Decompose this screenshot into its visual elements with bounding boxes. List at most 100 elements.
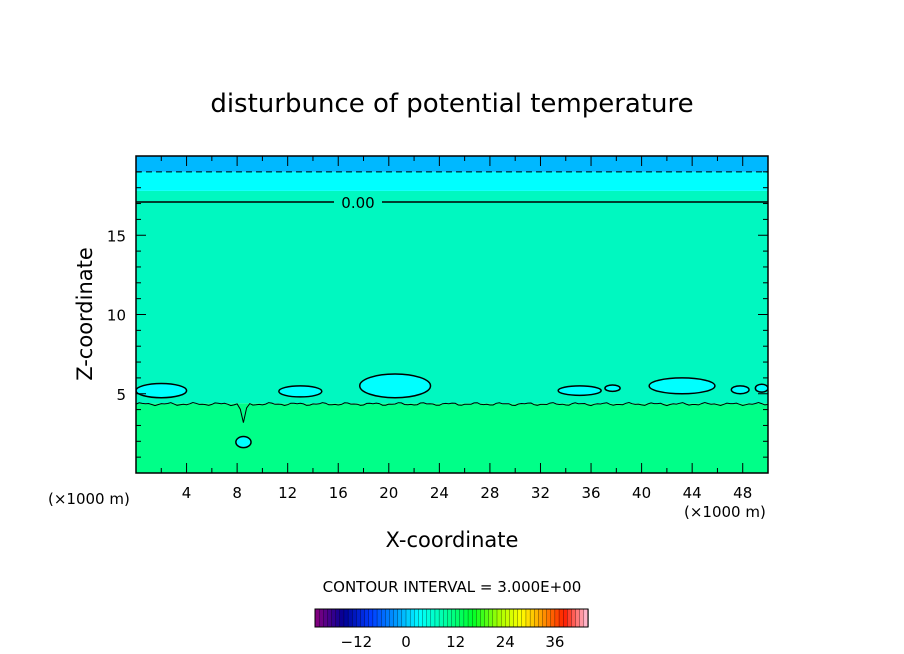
colorbar-cell <box>323 608 329 628</box>
x-tick-label: 8 <box>232 484 242 502</box>
low-level-contour <box>136 401 768 423</box>
y-axis-ticks: 5 10 15 <box>107 171 768 458</box>
colorbar-cell <box>356 608 362 628</box>
colorbar-cell <box>538 608 544 628</box>
colorbar-cell <box>496 608 502 628</box>
colorbar-cell <box>339 608 345 628</box>
closed-contour <box>648 377 716 395</box>
closed-contour <box>754 383 768 393</box>
field-band <box>136 156 768 172</box>
x-axis-label: X-coordinate <box>386 528 519 552</box>
colorbar-cell <box>534 608 540 628</box>
x-tick-label: 48 <box>733 484 752 502</box>
colorbar-cell <box>525 608 531 628</box>
colorbar-cell <box>438 608 444 628</box>
colorbar-tick-label: 12 <box>446 633 465 651</box>
colorbar-cell <box>347 608 353 628</box>
colorbar-cell <box>414 608 420 628</box>
colorbar-cell <box>451 608 457 628</box>
colorbar-cell <box>331 608 337 628</box>
colorbar-cell <box>372 608 378 628</box>
colorbar-tick-label: 36 <box>545 633 564 651</box>
colorbar-cell <box>393 608 399 628</box>
colorbar-cell <box>567 608 573 628</box>
colorbar-cell <box>467 608 473 628</box>
colorbar-cell <box>455 608 461 628</box>
colorbar-cell <box>409 608 415 628</box>
x-tick-label: 24 <box>430 484 449 502</box>
colorbar-cell <box>579 608 585 628</box>
colorbar-tick-label: 0 <box>401 633 411 651</box>
field-band <box>136 171 768 191</box>
colorbar-cell <box>443 608 449 628</box>
colorbar-cell <box>389 608 395 628</box>
x-tick-label: 44 <box>683 484 702 502</box>
colorbar-cell <box>571 608 577 628</box>
contour-interval-text: CONTOUR INTERVAL = 3.000E+00 <box>323 578 582 596</box>
colorbar-cell <box>509 608 515 628</box>
colorbar-cell <box>447 608 453 628</box>
x-axis-ticks: 4 8 12 16 20 24 28 32 36 40 44 48 <box>160 156 752 502</box>
colorbar-cell <box>488 608 494 628</box>
colorbar-tick-label: 24 <box>496 633 515 651</box>
colorbar-cell <box>563 608 568 628</box>
colorbar-cell <box>343 608 349 628</box>
y-axis-label: Z-coordinate <box>73 247 97 381</box>
colorbar-cell <box>397 608 403 628</box>
x-unit-left: (×1000 m) <box>48 490 130 508</box>
colorbar-cell <box>505 608 511 628</box>
colorbar-cell <box>484 608 490 628</box>
colorbar-cell <box>558 608 564 628</box>
colorbar-cell <box>546 608 552 628</box>
colorbar <box>314 608 589 628</box>
colorbar-cell <box>430 608 436 628</box>
closed-contour <box>557 385 602 397</box>
colorbar-cell <box>327 608 333 628</box>
closed-contour <box>235 435 252 449</box>
colorbar-cell <box>335 608 341 628</box>
colorbar-cell <box>376 608 382 628</box>
chart-title: disturbunce of potential temperature <box>210 89 693 119</box>
colorbar-cell <box>550 608 556 628</box>
closed-contour <box>136 382 188 399</box>
colorbar-cell <box>554 608 560 628</box>
y-tick-label: 15 <box>107 227 126 245</box>
colorbar-cell <box>517 608 523 628</box>
closed-contour <box>278 385 323 398</box>
colorbar-cell <box>459 608 465 628</box>
colorbar-cell <box>364 608 370 628</box>
x-tick-label: 4 <box>182 484 192 502</box>
colorbar-cell <box>426 608 432 628</box>
closed-contour <box>358 373 432 399</box>
x-tick-label: 20 <box>379 484 398 502</box>
x-tick-label: 28 <box>480 484 499 502</box>
colorbar-frame <box>314 608 589 628</box>
colorbar-cell <box>381 608 386 628</box>
colorbar-cell <box>434 608 440 628</box>
colorbar-cell <box>314 608 320 628</box>
x-tick-label: 36 <box>581 484 600 502</box>
colorbar-cell <box>422 608 428 628</box>
heatmap-field <box>136 156 768 473</box>
colorbar-cell <box>360 608 366 628</box>
colorbar-cell <box>405 608 411 628</box>
y-tick-label: 10 <box>107 307 126 325</box>
colorbar-cell <box>401 608 407 628</box>
colorbar-cell <box>513 608 519 628</box>
colorbar-cell <box>352 608 358 628</box>
colorbar-cell <box>542 608 548 628</box>
zero-contour-label-bg <box>334 191 382 211</box>
colorbar-cell <box>418 608 424 628</box>
colorbar-cell <box>385 608 391 628</box>
closed-contour <box>604 384 621 393</box>
field-band <box>136 403 768 473</box>
x-tick-label: 12 <box>278 484 297 502</box>
colorbar-cell <box>476 608 482 628</box>
colorbar-cell <box>318 608 324 628</box>
colorbar-cell <box>463 608 469 628</box>
closed-contour <box>730 385 750 395</box>
colorbar-cell <box>472 608 477 628</box>
x-tick-label: 16 <box>329 484 348 502</box>
colorbar-cell <box>529 608 535 628</box>
